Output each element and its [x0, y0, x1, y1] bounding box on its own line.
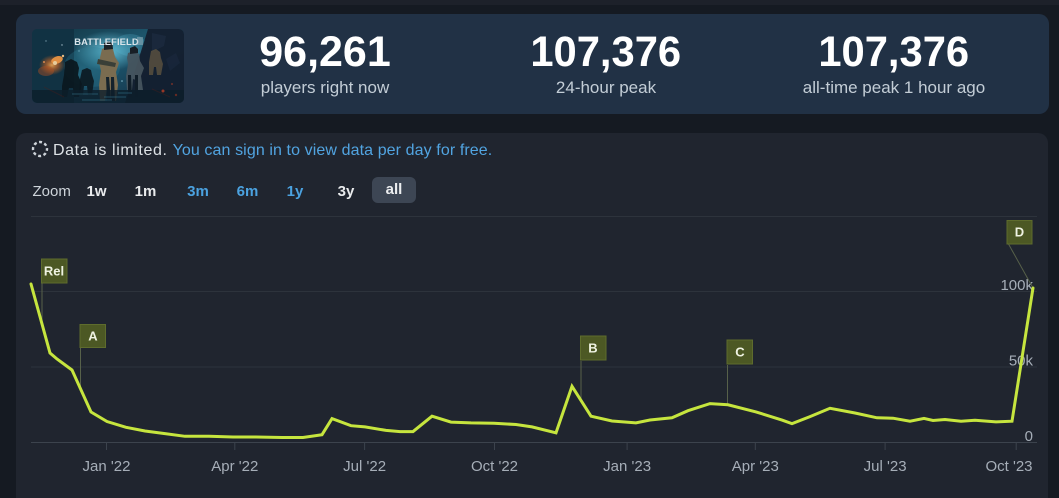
svg-text:0: 0 [1025, 428, 1033, 445]
svg-text:D: D [1015, 225, 1024, 240]
svg-text:B: B [588, 341, 597, 356]
svg-text:Jan '23: Jan '23 [603, 458, 651, 475]
svg-text:A: A [88, 329, 98, 344]
svg-text:Jan '22: Jan '22 [83, 458, 131, 475]
svg-text:Jul '22: Jul '22 [343, 458, 386, 475]
svg-text:Oct '23: Oct '23 [985, 458, 1032, 475]
svg-text:100k: 100k [1000, 277, 1033, 294]
svg-text:Apr '22: Apr '22 [211, 458, 258, 475]
svg-text:Jul '23: Jul '23 [864, 458, 907, 475]
svg-text:Oct '22: Oct '22 [471, 458, 518, 475]
svg-text:Apr '23: Apr '23 [732, 458, 779, 475]
svg-text:Rel: Rel [44, 264, 64, 279]
svg-text:C: C [735, 345, 745, 360]
svg-text:BATTLEFIELD: BATTLEFIELD [74, 36, 139, 47]
